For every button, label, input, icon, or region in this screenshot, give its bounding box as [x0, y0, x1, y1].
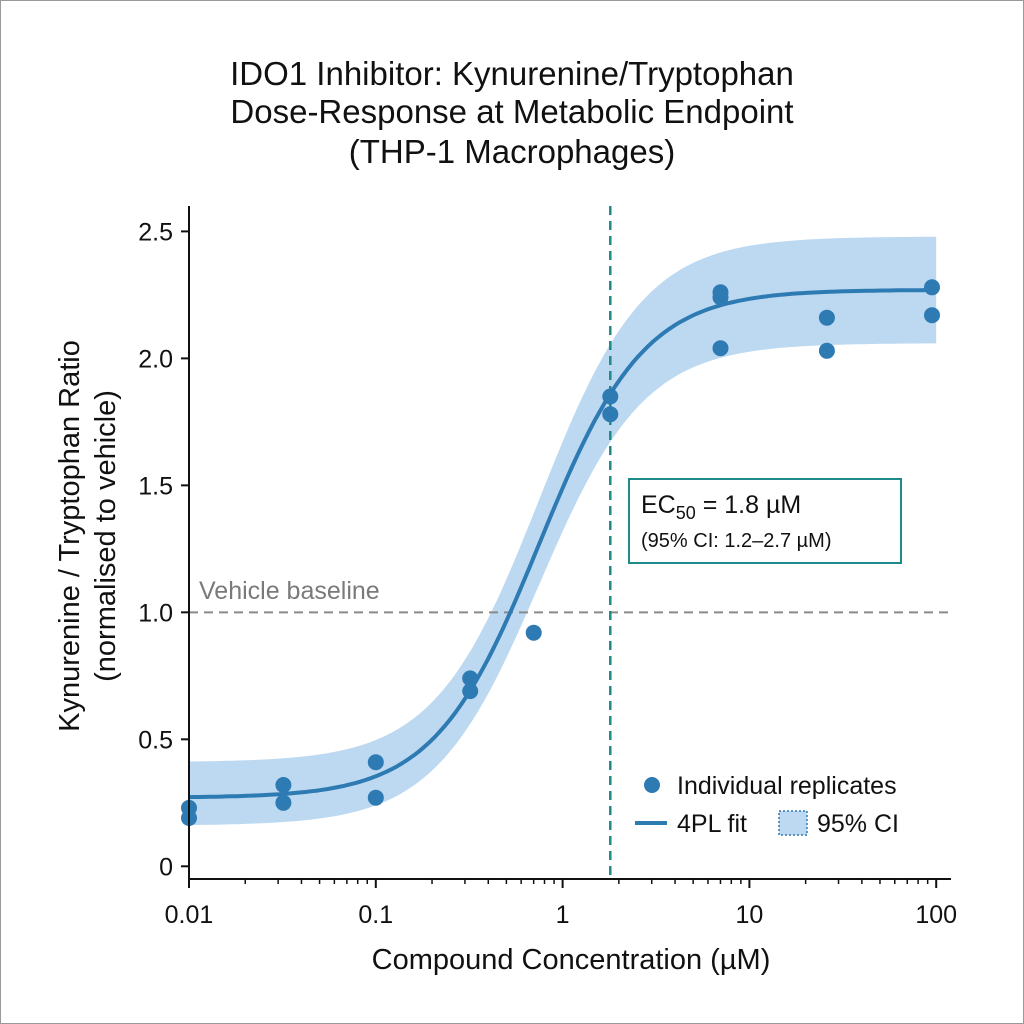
ec50-prefix: EC: [641, 491, 676, 519]
x-tick-label: 10: [736, 901, 764, 929]
x-tick-label: 0.01: [165, 901, 214, 929]
vehicle-baseline-label: Vehicle baseline: [199, 577, 380, 605]
replicate-point: [818, 342, 835, 359]
legend: Individual replicates 4PL fit 95% CI: [635, 772, 899, 838]
y-axis-label-line-2: (normalised to vehicle): [90, 390, 122, 682]
replicate-point: [367, 754, 384, 771]
fit-curve: [188, 288, 937, 800]
x-tick-label: 100: [915, 901, 957, 929]
x-axis-label: Compound Concentration (µM): [372, 944, 771, 976]
y-tick-label: 2.5: [138, 218, 173, 246]
ec50-subscript: 50: [676, 503, 696, 523]
ci-band-layer: [189, 236, 937, 826]
legend-replicates-label: Individual replicates: [677, 772, 897, 800]
replicate-point: [462, 683, 479, 700]
chart-title: IDO1 Inhibitor: Kynurenine/Tryptophan Do…: [230, 55, 794, 170]
x-tick-label: 0.1: [358, 901, 393, 929]
replicate-point: [712, 289, 729, 306]
y-axis-label: Kynurenine / Tryptophan Ratio (normalise…: [54, 340, 122, 732]
reference-lines-layer: [189, 206, 951, 879]
ci-band: [189, 236, 937, 826]
replicate-point: [367, 789, 384, 806]
ec50-ci-text: (95% CI: 1.2–2.7 µM): [641, 530, 832, 552]
y-axis-label-line-1: Kynurenine / Tryptophan Ratio: [54, 340, 86, 732]
y-tick-label: 0: [159, 853, 173, 881]
axes-layer: 0 0.5 1.0 1.5 2.0 2.5 0.01 0.1 1 10 100: [138, 206, 957, 929]
replicate-point: [924, 279, 940, 296]
y-tick-label: 1.5: [138, 472, 173, 500]
title-line-1: IDO1 Inhibitor: Kynurenine/Tryptophan: [230, 55, 794, 92]
y-tick-label: 2.0: [138, 345, 173, 373]
ec50-value-text: EC50 = 1.8 µM: [641, 491, 801, 523]
replicate-point: [525, 624, 542, 641]
replicate-point: [602, 406, 619, 423]
legend-fit-label: 4PL fit: [677, 810, 747, 838]
x-tick-label: 1: [556, 901, 570, 929]
ec50-value: = 1.8 µM: [696, 491, 801, 519]
legend-ci-label: 95% CI: [817, 810, 899, 838]
replicate-point: [818, 309, 835, 326]
legend-replicates-marker: [644, 777, 660, 793]
legend-ci-swatch: [778, 810, 808, 836]
y-tick-label: 0.5: [138, 726, 173, 754]
title-line-3: (THP-1 Macrophages): [349, 133, 675, 170]
y-tick-label: 1.0: [138, 599, 173, 627]
replicate-point: [602, 388, 619, 405]
replicate-point: [462, 670, 479, 687]
ec50-annotation: EC50 = 1.8 µM (95% CI: 1.2–2.7 µM): [628, 478, 902, 564]
replicate-point: [275, 794, 292, 811]
ec50-annotation-box: [628, 478, 902, 564]
title-line-2: Dose-Response at Metabolic Endpoint: [230, 93, 793, 130]
replicate-point: [924, 307, 940, 324]
replicate-point: [275, 777, 292, 793]
fit-curve-layer: [188, 288, 937, 800]
replicate-point: [712, 340, 729, 357]
